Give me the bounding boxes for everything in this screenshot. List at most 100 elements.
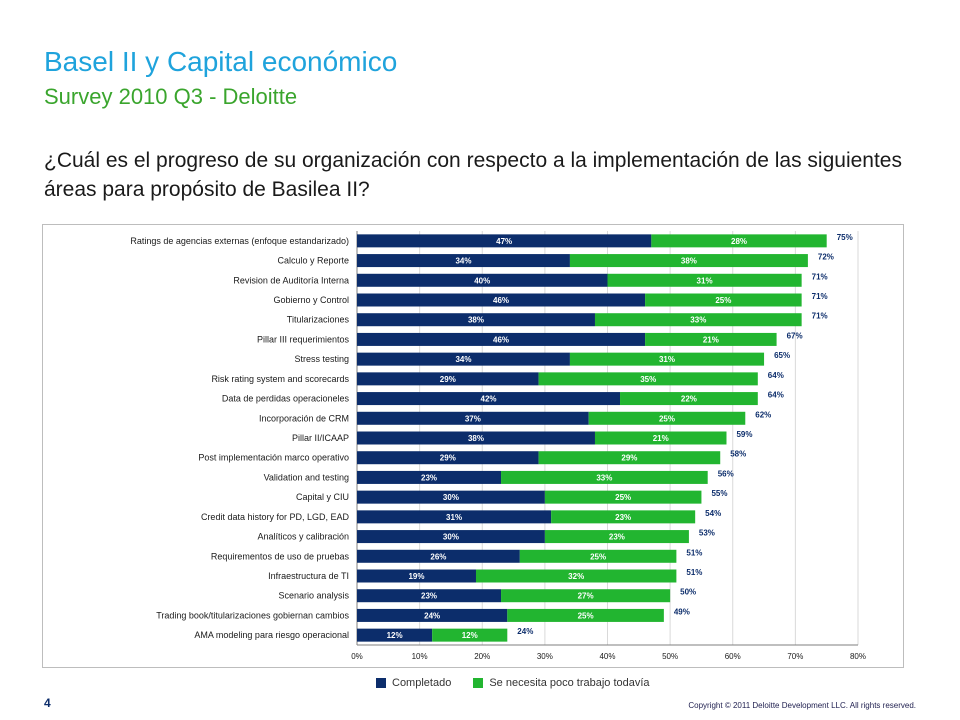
- bar-data-label: 32%: [568, 572, 584, 581]
- bar-segment: [651, 234, 827, 248]
- bar-segment: [588, 411, 746, 425]
- survey-question: ¿Cuál es el progreso de su organización …: [44, 149, 902, 201]
- bar-segment: [569, 352, 765, 366]
- bar-data-label: 25%: [615, 493, 631, 502]
- bar-segment: [357, 530, 545, 544]
- bar-data-label: 25%: [715, 296, 731, 305]
- category-label: Ratings de agencias externas (enfoque es…: [130, 236, 349, 246]
- bar-data-label: 31%: [697, 276, 713, 285]
- bar-data-label: 31%: [446, 513, 462, 522]
- bar-data-label: 19%: [408, 572, 424, 581]
- bar-data-label: 12%: [462, 631, 478, 640]
- category-label: AMA modeling para riesgo operacional: [194, 630, 349, 640]
- bar-data-label: 40%: [474, 276, 490, 285]
- bar-data-label: 25%: [590, 552, 606, 561]
- bar-segment: [519, 549, 677, 563]
- x-tick-label: 50%: [662, 652, 678, 661]
- bar-data-label: 23%: [421, 592, 437, 601]
- bar-segment: [357, 628, 433, 642]
- copyright-notice: Copyright © 2011 Deloitte Development LL…: [688, 701, 916, 710]
- x-tick-label: 10%: [412, 652, 428, 661]
- bar-segment: [357, 352, 570, 366]
- category-label: Credit data history for PD, LGD, EAD: [201, 512, 350, 522]
- bar-data-label: 23%: [615, 513, 631, 522]
- bar-data-label: 29%: [621, 454, 637, 463]
- bar-data-label: 23%: [609, 533, 625, 542]
- bar-segment: [645, 293, 802, 307]
- bar-data-label: 46%: [493, 335, 509, 344]
- bar-segment: [357, 313, 595, 327]
- bar-data-label: 38%: [468, 434, 484, 443]
- bar-data-label: 25%: [578, 611, 594, 620]
- x-tick-label: 20%: [474, 652, 490, 661]
- bar-data-label: 37%: [465, 414, 481, 423]
- bar-segment: [357, 332, 646, 346]
- bar-segment: [501, 470, 708, 484]
- legend-swatch-poco-trabajo: [473, 678, 484, 688]
- bar-segment: [357, 451, 539, 465]
- page-title: Basel II y Capital económico: [44, 46, 398, 77]
- page-subtitle: Survey 2010 Q3 - Deloitte: [44, 84, 298, 109]
- bar-segment: [501, 589, 671, 603]
- bar-data-label: 22%: [681, 395, 697, 404]
- category-label: Stress testing: [294, 354, 349, 364]
- bar-data-label: 26%: [430, 552, 446, 561]
- category-label: Revision de Auditoría Interna: [233, 275, 349, 285]
- bar-data-label: 30%: [443, 533, 459, 542]
- bar-data-label: 21%: [703, 335, 719, 344]
- total-label: 49%: [674, 607, 690, 616]
- page-number: 4: [44, 696, 51, 710]
- legend-label-completado: Completado: [392, 677, 452, 689]
- bar-segment: [607, 273, 802, 287]
- total-label: 58%: [730, 450, 746, 459]
- bar-data-label: 28%: [731, 237, 747, 246]
- bar-segment: [357, 392, 621, 406]
- total-label: 55%: [711, 489, 727, 498]
- bar-data-label: 35%: [640, 375, 656, 384]
- total-label: 54%: [705, 509, 721, 518]
- stacked-bar-chart: 0% 10% 20% 30% 40% 50% 60% 70% 80% Ratings de age…: [130, 231, 866, 661]
- bar-data-label: 30%: [443, 493, 459, 502]
- category-label: Analíticos y calibración: [257, 532, 349, 542]
- total-label: 24%: [517, 627, 533, 636]
- category-label: Pillar II/ICAAP: [292, 433, 349, 443]
- category-label: Titularizaciones: [287, 315, 350, 325]
- total-label: 65%: [774, 351, 790, 360]
- bar-data-label: 34%: [455, 355, 471, 364]
- total-label: 62%: [755, 410, 771, 419]
- bar-segment: [538, 372, 758, 386]
- bar-data-label: 38%: [681, 257, 697, 266]
- bar-data-label: 31%: [659, 355, 675, 364]
- bar-segment: [357, 234, 652, 248]
- legend-item-completado: Completado: [376, 677, 451, 689]
- total-label: 71%: [812, 292, 828, 301]
- bar-data-label: 47%: [496, 237, 512, 246]
- total-label: 71%: [812, 272, 828, 281]
- bar-segment: [357, 431, 595, 445]
- bar-segment: [357, 470, 502, 484]
- category-label: Incorporación de CRM: [259, 413, 349, 423]
- bar-data-label: 38%: [468, 316, 484, 325]
- category-label: Scenario analysis: [278, 591, 349, 601]
- total-label: 56%: [718, 469, 734, 478]
- chart-frame: 0% 10% 20% 30% 40% 50% 60% 70% 80% Ratings de age…: [42, 224, 904, 668]
- total-label: 51%: [686, 548, 702, 557]
- bar-data-label: 33%: [596, 473, 612, 482]
- bar-data-label: 46%: [493, 296, 509, 305]
- legend-label-poco-trabajo: Se necesita poco trabajo todavía: [489, 677, 650, 689]
- total-label: 67%: [787, 331, 803, 340]
- bar-data-label: 34%: [455, 257, 471, 266]
- bar-data-label: 42%: [481, 395, 497, 404]
- bar-data-label: 29%: [440, 454, 456, 463]
- category-label: Trading book/titularizaciones gobiernan …: [156, 610, 349, 620]
- category-label: Gobierno y Control: [273, 295, 349, 305]
- x-tick-label: 30%: [537, 652, 553, 661]
- bar-segment: [357, 510, 552, 524]
- bar-segment: [357, 549, 520, 563]
- category-label: Pillar III requerimientos: [257, 334, 350, 344]
- category-label: Data de perdidas operacioneles: [222, 394, 350, 404]
- category-label: Post implementación marco operativo: [198, 453, 349, 463]
- bar-segment: [569, 254, 808, 268]
- bar-data-label: 23%: [421, 473, 437, 482]
- legend-swatch-completado: [376, 678, 386, 688]
